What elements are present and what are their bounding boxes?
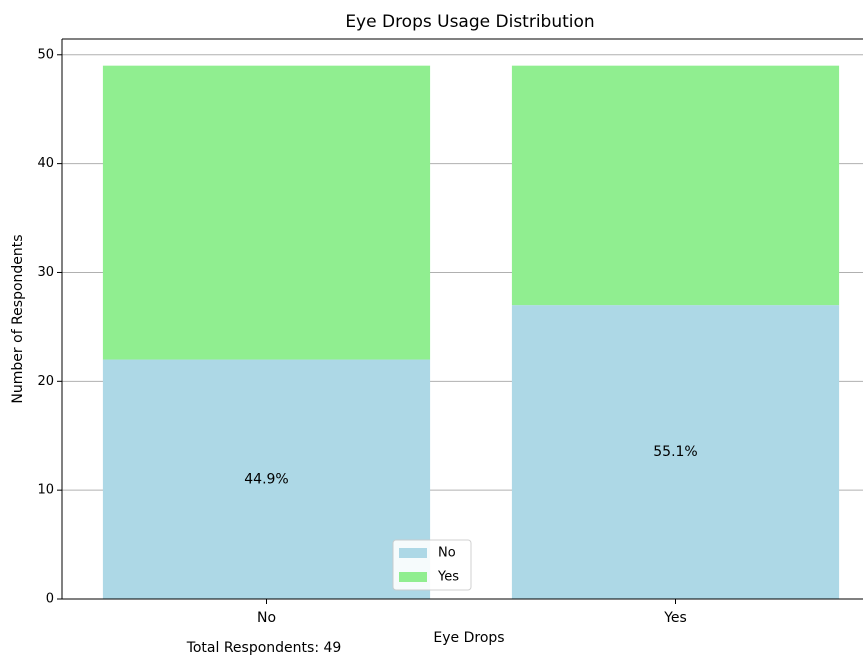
bar-segment xyxy=(511,305,840,599)
x-tick-label: Yes xyxy=(663,610,687,626)
y-tick-label: 40 xyxy=(37,156,54,171)
footnote: Total Respondents: 49 xyxy=(186,640,342,655)
legend-label: Yes xyxy=(437,570,459,585)
legend-swatch xyxy=(399,572,427,582)
y-axis-label: Number of Respondents xyxy=(10,234,26,403)
legend-box xyxy=(392,539,472,591)
bar-segment xyxy=(511,65,840,306)
y-tick-label: 10 xyxy=(37,483,54,498)
y-tick-label: 30 xyxy=(37,265,54,280)
y-tick-label: 20 xyxy=(37,374,54,389)
bar-segment xyxy=(102,65,431,360)
legend-swatch xyxy=(399,548,427,558)
y-tick-label: 0 xyxy=(46,592,54,607)
chart-title: Eye Drops Usage Distribution xyxy=(345,12,594,32)
bar-segment xyxy=(102,359,431,599)
y-tick-label: 50 xyxy=(37,47,54,62)
x-tick-label: No xyxy=(257,610,276,626)
bar-annotation: 44.9% xyxy=(244,471,288,487)
legend: No Yes xyxy=(392,539,472,591)
bar-annotation: 55.1% xyxy=(653,444,697,460)
legend-label: No xyxy=(438,546,456,561)
x-axis-label: Eye Drops xyxy=(433,630,504,646)
